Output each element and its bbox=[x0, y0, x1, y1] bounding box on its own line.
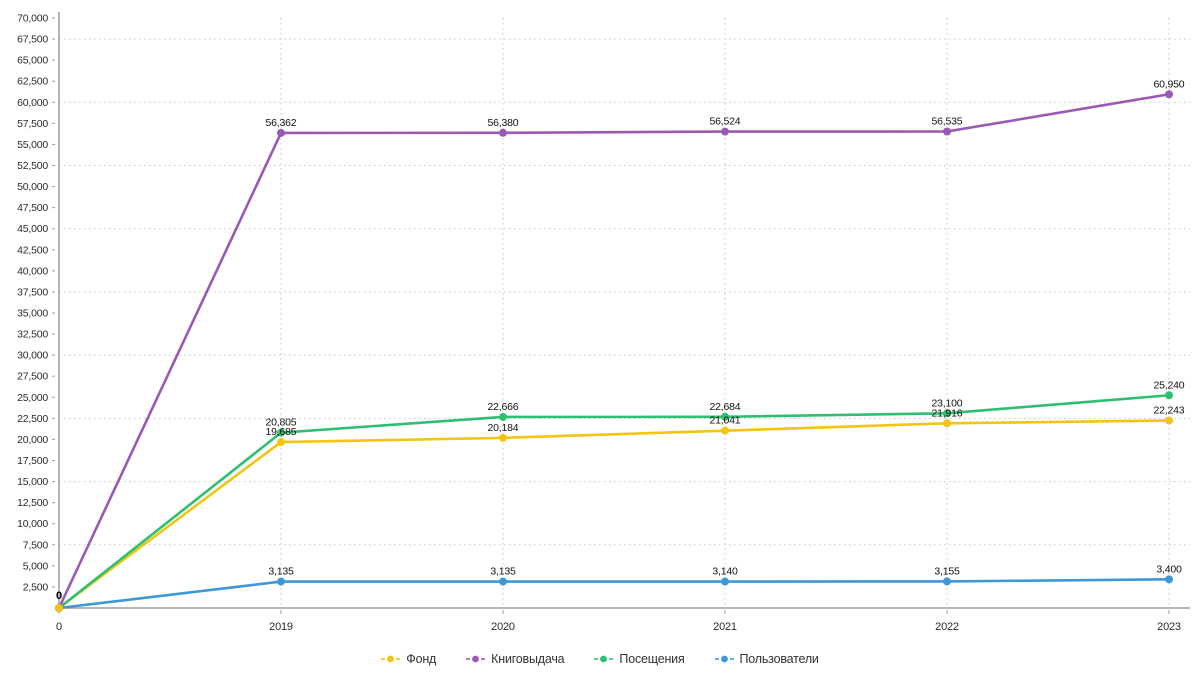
legend-item-users[interactable]: Пользователи bbox=[714, 652, 819, 666]
y-axis-tick-label: 40,000 bbox=[17, 265, 48, 277]
y-axis-tick-label: 32,500 bbox=[17, 329, 48, 341]
y-axis-tick-label: 42,500 bbox=[17, 244, 48, 256]
y-axis-tick-label: 57,500 bbox=[17, 118, 48, 130]
data-point-users bbox=[721, 577, 729, 586]
point-label-users: 3,140 bbox=[712, 566, 738, 578]
legend-marker-fund bbox=[381, 654, 401, 664]
y-axis-tick-label: 5,000 bbox=[23, 560, 49, 572]
data-point-visits bbox=[721, 412, 729, 421]
series-line-fund bbox=[57, 419, 1171, 610]
point-label-users: 3,155 bbox=[934, 565, 960, 577]
y-axis-tick-label: 7,500 bbox=[23, 539, 49, 551]
data-point-loans bbox=[943, 127, 951, 136]
y-axis-tick-label: 25,000 bbox=[17, 392, 48, 404]
data-point-loans bbox=[721, 127, 729, 136]
x-axis-tick-label: 2022 bbox=[935, 621, 959, 633]
data-point-users bbox=[1165, 575, 1173, 584]
point-label-loans: 56,380 bbox=[488, 117, 519, 129]
y-axis-tick-label: 70,000 bbox=[17, 13, 48, 25]
point-label-fund: 20,184 bbox=[488, 422, 519, 434]
y-axis-tick-label: 62,500 bbox=[17, 76, 48, 88]
point-label-users: 3,135 bbox=[268, 566, 294, 578]
y-axis-tick-label: 37,500 bbox=[17, 286, 48, 298]
series-line-visits bbox=[57, 393, 1171, 610]
point-label-visits: 22,684 bbox=[710, 401, 741, 413]
data-point-loans bbox=[277, 128, 285, 137]
data-point-fund bbox=[55, 604, 63, 612]
y-axis-tick-label: 67,500 bbox=[17, 34, 48, 46]
point-label-fund: 19,685 bbox=[266, 426, 297, 438]
x-axis-tick-label: 0 bbox=[56, 621, 62, 633]
chart-legend: Фонд Книговыдача Посещения Пользователи bbox=[0, 649, 1200, 669]
legend-item-loans[interactable]: Книговыдача bbox=[466, 652, 565, 666]
y-axis-tick-label: 22,500 bbox=[17, 413, 48, 425]
y-axis-tick-label: 45,000 bbox=[17, 223, 48, 235]
y-axis-tick-label: 60,000 bbox=[17, 97, 48, 109]
data-point-users bbox=[277, 577, 285, 586]
data-point-visits bbox=[277, 428, 285, 437]
point-label-origin: 0 bbox=[56, 590, 62, 602]
y-axis-tick-label: 10,000 bbox=[17, 518, 48, 530]
point-label-loans: 56,535 bbox=[932, 115, 963, 127]
legend-item-fund[interactable]: Фонд bbox=[381, 652, 436, 666]
legend-label: Книговыдача bbox=[491, 652, 565, 666]
y-axis-tick-label: 47,500 bbox=[17, 202, 48, 214]
point-label-users: 3,400 bbox=[1156, 563, 1182, 575]
data-point-fund bbox=[277, 438, 285, 447]
legend-item-visits[interactable]: Посещения bbox=[594, 652, 685, 666]
legend-marker-loans bbox=[466, 654, 486, 664]
x-axis-tick-label: 2019 bbox=[269, 621, 293, 633]
point-label-fund: 21,041 bbox=[710, 415, 741, 427]
point-label-visits: 25,240 bbox=[1154, 379, 1185, 391]
y-axis-tick-label: 2,500 bbox=[23, 581, 49, 593]
point-label-loans: 56,524 bbox=[710, 116, 741, 128]
y-axis-tick-label: 52,500 bbox=[17, 160, 48, 172]
y-axis-tick-label: 30,000 bbox=[17, 350, 48, 362]
data-point-fund bbox=[1165, 416, 1173, 425]
legend-marker-visits bbox=[594, 654, 614, 664]
y-axis-tick-label: 65,000 bbox=[17, 55, 48, 67]
y-axis-tick-label: 12,500 bbox=[17, 497, 48, 509]
data-point-users bbox=[499, 577, 507, 586]
legend-label: Посещения bbox=[619, 652, 685, 666]
x-axis-tick-label: 2020 bbox=[491, 621, 515, 633]
data-point-visits bbox=[943, 409, 951, 418]
data-point-fund bbox=[499, 433, 507, 442]
y-axis-tick-label: 27,500 bbox=[17, 371, 48, 383]
point-label-fund: 22,243 bbox=[1154, 405, 1185, 417]
y-axis-tick-label: 20,000 bbox=[17, 434, 48, 446]
data-point-visits bbox=[499, 412, 507, 421]
point-label-loans: 60,950 bbox=[1154, 78, 1185, 90]
point-label-users: 3,135 bbox=[490, 566, 516, 578]
point-label-visits: 20,805 bbox=[266, 417, 297, 429]
line-chart: 2,500 5,000 7,500 10,000 12,500 15,000 17,500 2… bbox=[17, 12, 1190, 633]
data-point-fund bbox=[721, 426, 729, 435]
y-axis-tick-label: 55,000 bbox=[17, 139, 48, 151]
point-label-visits: 22,666 bbox=[488, 401, 519, 413]
x-axis-tick-label: 2023 bbox=[1157, 621, 1181, 633]
series-line-users bbox=[57, 578, 1171, 610]
data-point-users bbox=[943, 577, 951, 586]
point-label-visits: 23,100 bbox=[932, 397, 963, 409]
y-axis-tick-label: 50,000 bbox=[17, 181, 48, 193]
legend-marker-users bbox=[714, 654, 734, 664]
legend-label: Пользователи bbox=[739, 652, 819, 666]
x-axis-tick-label: 2021 bbox=[713, 621, 737, 633]
point-label-loans: 56,362 bbox=[266, 117, 297, 129]
data-point-fund bbox=[943, 419, 951, 428]
data-point-loans bbox=[1165, 90, 1173, 99]
y-axis-tick-label: 17,500 bbox=[17, 455, 48, 467]
y-axis-tick-label: 35,000 bbox=[17, 308, 48, 320]
y-axis-tick-label: 15,000 bbox=[17, 476, 48, 488]
series-line-loans bbox=[57, 92, 1171, 610]
legend-label: Фонд bbox=[406, 652, 437, 666]
data-point-loans bbox=[499, 128, 507, 137]
point-label-fund: 21,916 bbox=[932, 407, 963, 419]
data-point-visits bbox=[1165, 391, 1173, 400]
